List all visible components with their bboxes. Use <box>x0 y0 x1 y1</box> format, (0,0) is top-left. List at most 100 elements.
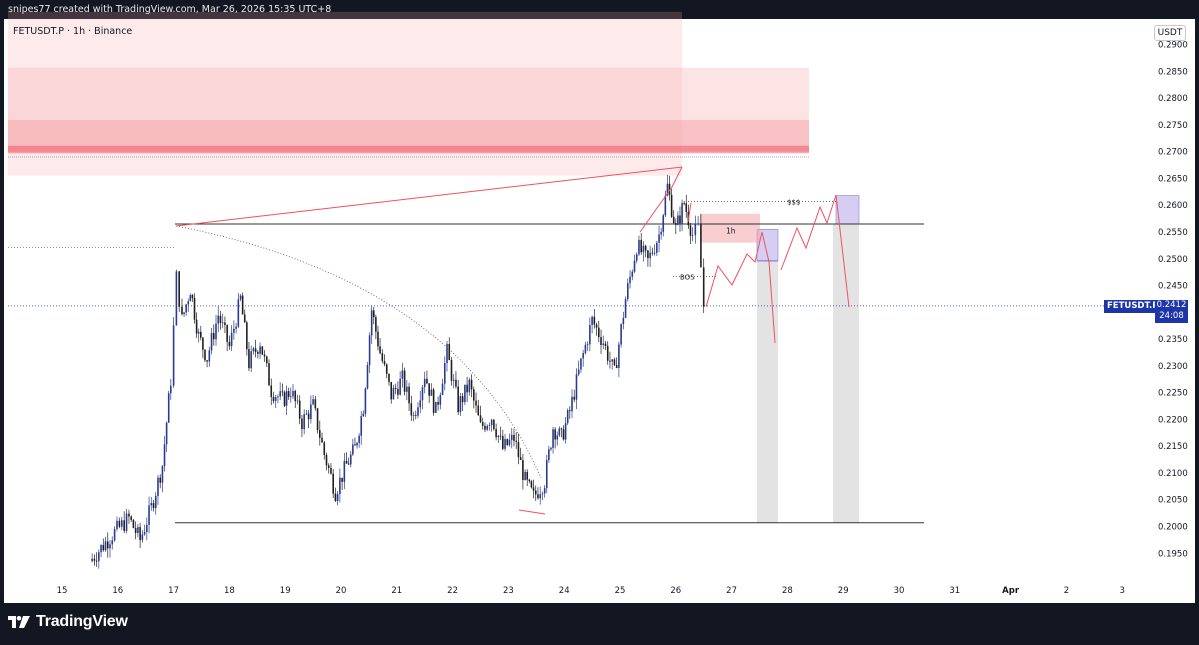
candle-body <box>341 477 343 482</box>
candle-body <box>250 351 252 369</box>
candle-body <box>388 373 390 382</box>
candle-body <box>466 384 468 393</box>
candle-body <box>257 351 259 354</box>
price-tick-label: 0.2200 <box>1158 415 1188 425</box>
candle-body <box>408 386 410 404</box>
candle-body <box>204 349 206 361</box>
candle-body <box>403 370 406 392</box>
candle-body <box>421 387 424 401</box>
candle-body <box>591 316 593 325</box>
candle-body <box>215 323 217 340</box>
candle-body <box>517 441 520 458</box>
candle-body <box>580 358 582 370</box>
candle-body <box>397 388 399 395</box>
candle-body <box>287 391 290 397</box>
candle-body <box>221 322 224 324</box>
candle-body <box>165 422 168 445</box>
candle-body <box>243 314 246 323</box>
candle-body <box>452 379 455 381</box>
price-axis: 0.2900 0.2850 0.2800 0.2750 0.2700 0.2650 0.26… <box>1158 41 1188 560</box>
time-tick-label: 30 <box>894 586 905 596</box>
candle-body <box>298 400 301 419</box>
candle-body <box>681 203 683 224</box>
time-tick-label: 26 <box>670 586 681 596</box>
candle-body <box>513 434 515 441</box>
time-tick-label: 17 <box>168 586 179 596</box>
candle-body <box>307 413 310 420</box>
candle-body <box>183 312 185 315</box>
candle-body <box>146 524 148 532</box>
candle-body <box>495 429 497 438</box>
candle-body <box>488 425 491 426</box>
candle-body <box>197 331 200 334</box>
candle-body <box>91 558 93 562</box>
candle-body <box>152 503 155 509</box>
tradingview-brand[interactable]: TradingView <box>8 613 128 631</box>
candle-body <box>609 360 611 362</box>
candle-body <box>582 353 584 359</box>
candle-body <box>279 391 281 397</box>
price-tick-label: 0.2700 <box>1158 148 1188 158</box>
candle-body <box>261 346 264 355</box>
candle-body <box>461 396 464 403</box>
candle-body <box>235 326 237 329</box>
symbol-price-tag: FETUSDT.P <box>1104 300 1162 313</box>
candle-body <box>558 428 561 436</box>
candle-body <box>468 379 471 393</box>
candle-body <box>622 317 625 325</box>
candle-body <box>675 223 677 225</box>
candle-body <box>524 471 526 480</box>
candle-body <box>281 391 284 393</box>
candle-body <box>432 389 435 413</box>
candle-body <box>473 389 475 401</box>
candle-body <box>618 344 620 368</box>
candle-body <box>439 394 442 405</box>
candle-body <box>364 388 367 414</box>
candle-body <box>120 520 123 527</box>
candle-body <box>534 490 537 495</box>
candle-body <box>170 385 172 394</box>
time-tick-label: 29 <box>838 586 849 596</box>
candle-body <box>212 333 215 340</box>
candle-body <box>352 444 354 455</box>
time-tick-label: 3 <box>1119 586 1124 596</box>
candle-body <box>564 423 567 440</box>
candle-body <box>586 344 589 346</box>
candle-body <box>191 295 194 298</box>
candle-body <box>314 399 317 409</box>
brand-name: TradingView <box>36 613 128 630</box>
candle-body <box>672 216 675 224</box>
candle-body <box>239 295 242 300</box>
candle-body <box>691 235 694 236</box>
price-tick-label: 0.2150 <box>1158 442 1188 452</box>
candle-body <box>562 429 565 440</box>
candle-body <box>148 505 150 525</box>
price-tick-label: 0.2250 <box>1158 389 1188 399</box>
candle-body <box>219 315 222 323</box>
time-tick-label: 28 <box>782 586 793 596</box>
candle-body <box>375 317 377 332</box>
candle-body <box>224 322 226 326</box>
candle-body <box>613 359 616 365</box>
candle-body <box>339 477 341 495</box>
price-tick-label: 0.2300 <box>1158 362 1188 372</box>
candle-body <box>515 440 518 442</box>
time-tick-label: 19 <box>280 586 291 596</box>
candle-body <box>595 324 598 328</box>
time-tick-label: 31 <box>949 586 960 596</box>
candle-body <box>381 353 384 362</box>
candle-body <box>662 215 665 232</box>
candle-body <box>548 449 550 461</box>
candle-body <box>556 435 559 440</box>
author-credit: snipes77 created with TradingView.com, M… <box>8 4 332 15</box>
candle-body <box>700 223 702 268</box>
quote-currency-label[interactable]: USDT <box>1154 25 1186 41</box>
chart-panel[interactable] <box>4 19 1195 603</box>
candle-body <box>552 429 554 448</box>
candle-body <box>132 519 135 528</box>
time-tick-label: 25 <box>615 586 626 596</box>
candle-body <box>410 403 413 416</box>
trendline-impulse <box>639 166 683 233</box>
candle-body <box>95 560 98 562</box>
